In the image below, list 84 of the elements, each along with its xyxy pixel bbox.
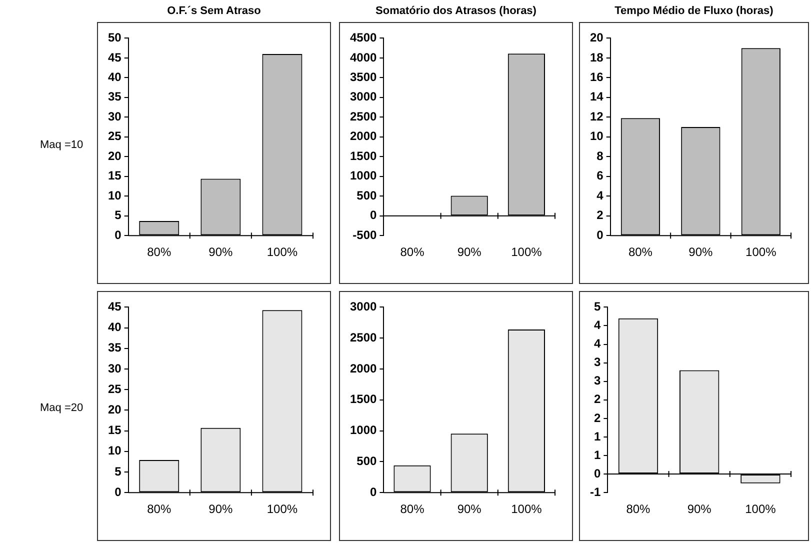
- x-tick-label: 80%: [626, 502, 651, 516]
- x-tick-label: 90%: [457, 502, 482, 516]
- y-tick-label: 18: [590, 50, 604, 64]
- y-tick-label: 10: [108, 188, 122, 202]
- y-tick-label: 4: [594, 318, 601, 332]
- y-tick-label: -500: [352, 228, 378, 242]
- x-tick-label: 90%: [208, 502, 234, 516]
- y-tick-label: 3500: [350, 70, 378, 84]
- y-tick-label: 5: [594, 300, 601, 314]
- y-tick-label: 0: [114, 228, 122, 242]
- y-tick-label: 3: [594, 355, 601, 370]
- x-tick-label: 80%: [400, 502, 425, 516]
- y-tick-label: 4500: [350, 30, 378, 45]
- y-tick-label: 1: [594, 448, 601, 462]
- y-tick-label: 2000: [350, 361, 378, 376]
- chart-title: Tempo Médio de Fluxo (horas): [614, 5, 774, 17]
- text: Maq =10: [40, 139, 84, 151]
- chart-title: O.F.´s Sem Atraso: [166, 5, 262, 17]
- x-tick-label: 80%: [147, 502, 172, 516]
- y-tick-label: 40: [108, 70, 122, 84]
- y-tick-label: 15: [108, 168, 122, 183]
- y-tick-label: 4: [594, 336, 601, 351]
- y-tick-label: 5: [114, 208, 122, 222]
- y-tick-label: 30: [108, 109, 122, 124]
- x-tick-label: 100%: [511, 245, 542, 260]
- x-tick-label: 100%: [266, 245, 298, 260]
- x-tick-label: 100%: [511, 502, 542, 516]
- y-tick-label: 6: [596, 168, 604, 183]
- x-tick-label: 100%: [746, 245, 777, 260]
- y-tick-label: 20: [108, 402, 122, 417]
- chart-title: Somatório dos Atrasos (horas): [374, 5, 538, 17]
- x-tick-label: 90%: [687, 502, 712, 516]
- x-tick-label: 90%: [208, 245, 234, 260]
- x-tick-label: 80%: [400, 245, 425, 260]
- y-tick-label: 30: [108, 361, 122, 376]
- x-tick-label: 100%: [745, 502, 776, 516]
- x-tick-label: 90%: [688, 245, 714, 260]
- y-tick-label: 5: [114, 464, 122, 478]
- y-tick-label: 2: [596, 208, 604, 222]
- y-tick-label: 35: [108, 90, 122, 104]
- y-tick-label: 20: [108, 148, 122, 163]
- y-tick-label: 0: [594, 466, 601, 480]
- y-tick-label: 16: [590, 70, 604, 84]
- x-tick-label: 100%: [266, 502, 298, 516]
- y-tick-label: 3: [594, 374, 601, 388]
- y-tick-label: 1000: [350, 423, 378, 438]
- y-tick-label: 25: [108, 382, 122, 396]
- y-tick-label: 20: [590, 30, 604, 45]
- y-tick-label: 0: [370, 484, 378, 499]
- y-tick-label: 10: [108, 444, 122, 458]
- y-tick-label: 50: [108, 30, 122, 45]
- y-tick-label: 2000: [350, 129, 378, 144]
- y-tick-label: 3000: [350, 300, 378, 314]
- y-tick-label: 45: [108, 50, 122, 64]
- y-tick-label: 40: [108, 320, 122, 334]
- y-tick-label: 500: [356, 454, 378, 468]
- y-tick-label: 4000: [350, 50, 378, 64]
- y-tick-label: 0: [114, 484, 122, 499]
- y-tick-label: 1500: [350, 148, 378, 163]
- y-tick-label: 10: [590, 129, 604, 144]
- y-tick-label: 45: [108, 300, 122, 314]
- y-tick-label: 1000: [350, 168, 378, 183]
- y-tick-label: 25: [108, 129, 122, 144]
- y-tick-label: 0: [596, 228, 604, 242]
- y-tick-label: 12: [590, 109, 604, 124]
- y-tick-label: 35: [108, 340, 122, 355]
- y-tick-label: 8: [596, 148, 604, 163]
- y-tick-label: 2: [594, 392, 601, 406]
- x-tick-label: 80%: [628, 245, 653, 260]
- y-tick-label: 2500: [350, 330, 378, 344]
- y-tick-label: 15: [108, 423, 122, 438]
- y-tick-label: 3000: [350, 90, 378, 104]
- text: Maq =20: [40, 402, 84, 414]
- y-tick-label: 0: [370, 208, 378, 222]
- y-tick-label: 500: [356, 188, 378, 202]
- y-tick-label: 1: [594, 429, 601, 444]
- y-tick-label: -1: [590, 484, 601, 499]
- y-tick-label: 14: [590, 90, 604, 104]
- x-tick-label: 80%: [147, 245, 172, 260]
- y-tick-label: 1500: [350, 392, 378, 406]
- y-tick-label: 2500: [350, 109, 378, 124]
- y-tick-label: 2: [594, 410, 601, 425]
- y-tick-label: 4: [596, 188, 604, 202]
- x-tick-label: 90%: [457, 245, 482, 260]
